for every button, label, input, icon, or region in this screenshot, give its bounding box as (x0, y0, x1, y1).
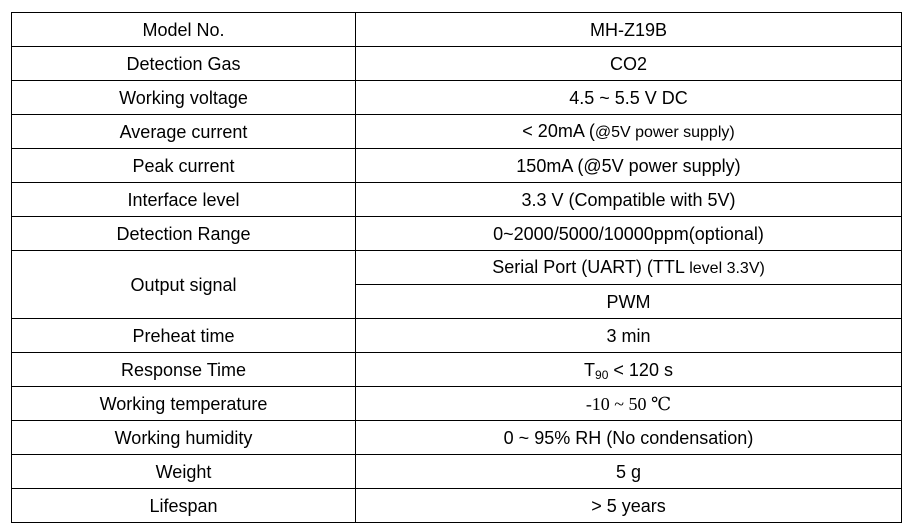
value-cell: 0~2000/5000/10000ppm(optional) (355, 216, 902, 251)
table-row: Lifespan > 5 years (11, 488, 902, 523)
param-cell: Interface level (11, 182, 356, 217)
table-row: Detection Gas CO2 (11, 46, 902, 81)
param-cell: Peak current (11, 148, 356, 183)
value-note: @5V power supply) (594, 123, 735, 141)
table-row: Detection Range 0~2000/5000/10000ppm(opt… (11, 216, 902, 251)
value-cell: 0 ~ 95% RH (No condensation) (355, 420, 902, 455)
value-cell: -10 ~ 50 ℃ (355, 386, 902, 421)
param-cell: Working temperature (11, 386, 356, 421)
table-row: Working temperature -10 ~ 50 ℃ (11, 386, 902, 421)
param-cell: Weight (11, 454, 356, 489)
value-text: Serial Port (UART) (TTL (492, 256, 690, 277)
value-prefix: T (584, 359, 596, 380)
param-cell: Detection Gas (11, 46, 356, 81)
param-cell: Average current (11, 114, 356, 149)
value-cell: 150mA (@5V power supply) (355, 148, 902, 183)
value-subscript: 90 (595, 367, 609, 382)
param-cell: Preheat time (11, 318, 356, 353)
table-row: Model No. MH-Z19B (11, 12, 902, 47)
table-row: Average current < 20mA (@5V power supply… (11, 114, 902, 149)
table-row: Working voltage 4.5 ~ 5.5 V DC (11, 80, 902, 115)
value-note: level 3.3V) (689, 259, 765, 277)
value-cell: CO2 (355, 46, 902, 81)
table-row: Working humidity 0 ~ 95% RH (No condensa… (11, 420, 902, 455)
param-cell: Response Time (11, 352, 356, 387)
param-cell: Output signal (11, 250, 356, 319)
value-cell: T90 < 120 s (355, 352, 902, 387)
value-cell: PWM (355, 284, 902, 319)
table-row: Peak current 150mA (@5V power supply) (11, 148, 902, 183)
value-cell: Serial Port (UART) (TTL level 3.3V) (355, 250, 902, 285)
param-cell: Lifespan (11, 488, 356, 523)
table-row: Interface level 3.3 V (Compatible with 5… (11, 182, 902, 217)
value-cell: > 5 years (355, 488, 902, 523)
value-cell: MH-Z19B (355, 12, 902, 47)
value-cell: 5 g (355, 454, 902, 489)
table-row: Weight 5 g (11, 454, 902, 489)
value-text: < 120 s (608, 359, 673, 380)
param-cell: Working voltage (11, 80, 356, 115)
value-cell: 3 min (355, 318, 902, 353)
param-cell: Working humidity (11, 420, 356, 455)
value-text: < 20mA ( (522, 120, 595, 141)
param-cell: Model No. (11, 12, 356, 47)
table-row: Preheat time 3 min (11, 318, 902, 353)
value-cell: 3.3 V (Compatible with 5V) (355, 182, 902, 217)
value-cell: < 20mA (@5V power supply) (355, 114, 902, 149)
value-cell: 4.5 ~ 5.5 V DC (355, 80, 902, 115)
table-row: PWM (12, 284, 902, 319)
specifications-table: Model No. MH-Z19B Detection Gas CO2 Work… (11, 12, 902, 523)
table-row: Output signal Serial Port (UART) (TTL le… (11, 250, 902, 319)
param-cell: Detection Range (11, 216, 356, 251)
table-row: Response Time T90 < 120 s (11, 352, 902, 387)
